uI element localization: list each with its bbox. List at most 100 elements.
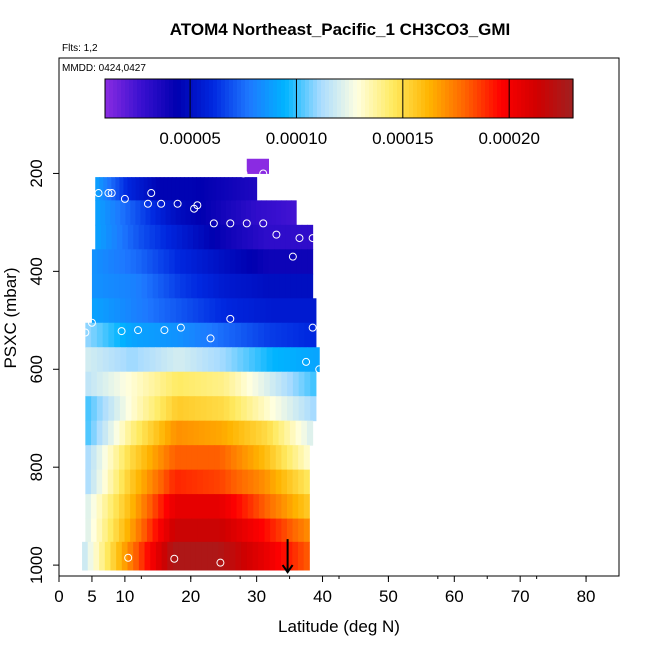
heatmap-cell <box>202 347 209 373</box>
colorbar-swatch <box>565 79 570 118</box>
heatmap-cell <box>152 445 159 471</box>
heatmap-cell <box>102 396 109 422</box>
heatmap-cell <box>200 177 205 201</box>
heatmap-cell <box>306 420 314 446</box>
heatmap-cell <box>230 445 238 471</box>
heatmap-cell <box>225 445 232 471</box>
heatmap-cell <box>167 177 173 201</box>
heatmap-cell <box>159 298 166 324</box>
heatmap-cell <box>204 420 211 446</box>
colorbar <box>104 78 574 119</box>
heatmap-cell <box>252 541 259 571</box>
heatmap-cell <box>99 541 106 571</box>
heatmap-cell <box>135 494 142 520</box>
heatmap-cell <box>130 273 137 299</box>
heatmap-cell <box>225 469 232 495</box>
heatmap-cell <box>269 541 276 571</box>
heatmap-cell <box>252 371 259 397</box>
heatmap-cell <box>224 249 231 275</box>
heatmap-cell <box>90 445 98 471</box>
sample-point <box>272 230 281 239</box>
heatmap-cell <box>217 322 225 348</box>
heatmap-cell <box>261 420 268 446</box>
x-tick-label: 80 <box>577 587 596 606</box>
heatmap-cell <box>85 347 92 373</box>
heatmap-cell <box>281 200 287 226</box>
heatmap-cell <box>216 177 221 201</box>
colorbar-swatch <box>177 79 182 118</box>
colorbar-swatch <box>341 79 346 118</box>
heatmap-cell <box>281 322 288 348</box>
heatmap-cell <box>155 177 161 201</box>
heatmap-cell <box>125 322 132 348</box>
colorbar-swatch <box>549 79 554 118</box>
colorbar-tick-label: 0.00010 <box>266 129 327 148</box>
heatmap-cell <box>154 322 161 348</box>
colorbar-swatch <box>285 79 290 118</box>
heatmap-cell <box>214 518 221 543</box>
heatmap-cell <box>164 420 172 446</box>
heatmap-cell <box>181 298 188 324</box>
heatmap-cell <box>107 469 114 495</box>
heatmap-cell <box>96 445 103 471</box>
heatmap-cell <box>161 541 168 571</box>
heatmap-cell <box>237 298 244 324</box>
heatmap-cell <box>219 347 227 373</box>
heatmap-cell <box>242 494 249 520</box>
colorbar-swatch <box>389 79 394 118</box>
colorbar-swatch <box>417 79 422 118</box>
colorbar-swatch <box>545 79 550 118</box>
heatmap-cell <box>192 177 197 201</box>
colorbar-swatch <box>213 79 218 118</box>
heatmap-cell <box>189 322 196 348</box>
heatmap-cell <box>85 445 92 471</box>
colorbar-swatch <box>557 79 562 118</box>
heatmap-cell <box>193 420 200 446</box>
y-axis-label: PSXC (mbar) <box>1 267 20 368</box>
heatmap-cell <box>91 396 98 422</box>
y-tick-label: 600 <box>27 355 46 383</box>
colorbar-swatch <box>393 79 398 118</box>
heatmap-cell <box>174 445 182 471</box>
heatmap-cell <box>295 420 302 446</box>
heatmap-cell <box>284 420 291 446</box>
colorbar-swatch <box>553 79 558 118</box>
heatmap-cell <box>197 469 204 495</box>
heatmap-cell <box>281 469 288 495</box>
heatmap-cell <box>304 298 311 324</box>
heatmap-cell <box>292 494 299 520</box>
heatmap-cell <box>313 347 320 373</box>
heatmap-cell <box>186 518 193 543</box>
heatmap-cell <box>91 249 98 275</box>
heatmap-cell <box>182 224 189 250</box>
heatmap-cell <box>145 200 151 226</box>
heatmap-cell <box>169 518 176 543</box>
heatmap-cell <box>133 541 140 571</box>
heatmap-cell <box>187 224 194 250</box>
heatmap-cell <box>176 420 183 446</box>
heatmap-cell <box>255 200 262 226</box>
heatmap-cell <box>141 469 148 495</box>
heatmap-cell <box>257 273 264 299</box>
sample-point <box>308 234 317 243</box>
heatmap-cell <box>236 445 243 471</box>
heatmap-cell <box>103 298 110 324</box>
heatmap-cell <box>276 298 283 324</box>
heatmap-cell <box>196 347 203 373</box>
heatmap-cell <box>248 177 254 201</box>
heatmap-cell <box>200 322 207 348</box>
heatmap-cell <box>120 200 126 226</box>
heatmap-cell <box>152 249 159 275</box>
heatmap-cell <box>220 224 227 250</box>
heatmap-cells <box>82 158 320 571</box>
heatmap-cell <box>137 347 145 373</box>
heatmap-cell <box>281 445 288 471</box>
colorbar-swatch <box>273 79 278 118</box>
sample-point <box>206 334 215 343</box>
heatmap-cell <box>272 420 280 446</box>
heatmap-cell <box>102 249 109 275</box>
colorbar-swatch <box>461 79 466 118</box>
heatmap-cell <box>85 371 92 397</box>
heatmap-cell <box>119 420 126 446</box>
heatmap-cell <box>161 347 168 373</box>
